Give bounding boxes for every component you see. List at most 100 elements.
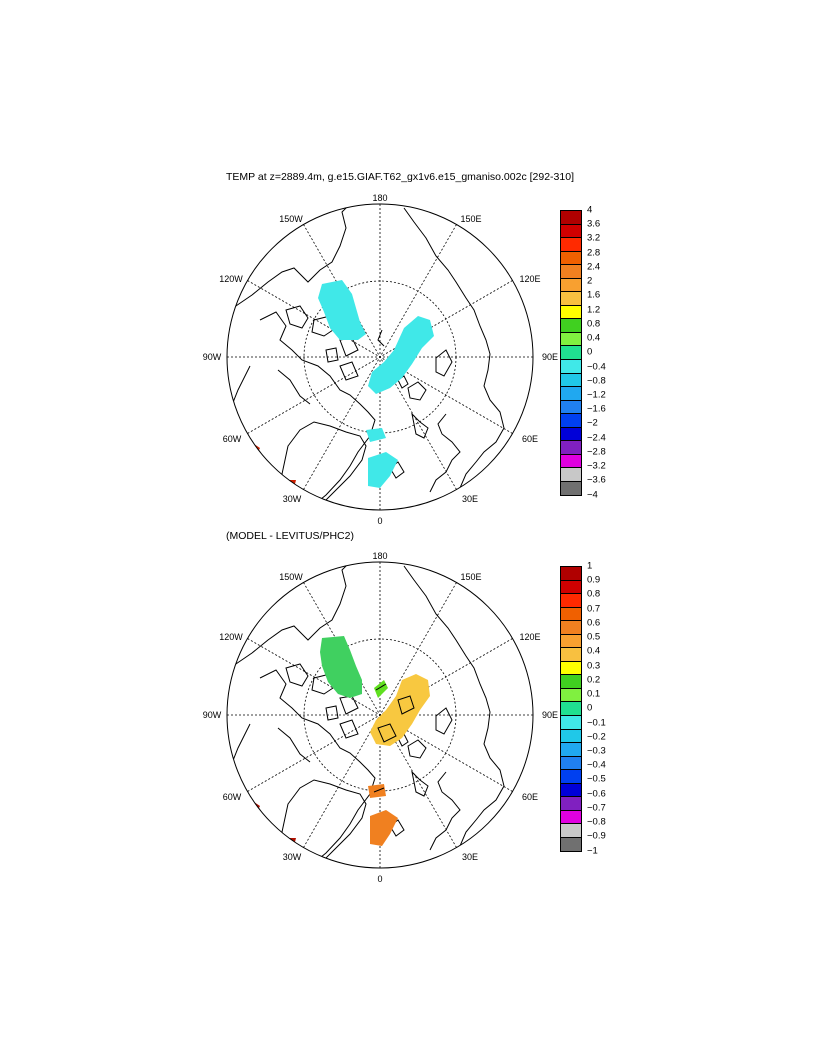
coastline-novaya-zemlya bbox=[435, 349, 453, 377]
label-30e: 30E bbox=[462, 852, 478, 862]
field-region-greenland-sea bbox=[368, 452, 398, 488]
colorbar-label: −0.9 bbox=[587, 830, 606, 842]
colorbar-label: −0.5 bbox=[587, 773, 606, 785]
colorbar-box bbox=[561, 387, 581, 401]
label-150e: 150E bbox=[460, 214, 481, 224]
label-90e: 90E bbox=[542, 352, 558, 362]
label-60e: 60E bbox=[522, 792, 538, 802]
colorbar-box bbox=[561, 332, 581, 347]
coastline-canadian-islands bbox=[285, 663, 359, 739]
colorbar-boxes bbox=[560, 566, 582, 853]
colorbar-label: 2.8 bbox=[587, 247, 601, 259]
label-120w: 120W bbox=[219, 632, 243, 642]
field-region-canada-basin bbox=[318, 280, 366, 340]
colorbar-label: 0.4 bbox=[587, 645, 601, 657]
colorbar-box bbox=[561, 346, 581, 361]
colorbar-label: 0.2 bbox=[587, 674, 601, 686]
diff-contour-1 bbox=[397, 695, 415, 715]
map-boundary-circle bbox=[226, 203, 534, 511]
colorbar-label: 0.5 bbox=[587, 631, 601, 643]
colorbar-box bbox=[561, 621, 581, 635]
colorbar-label: 0.1 bbox=[587, 688, 601, 700]
colorbar-box bbox=[561, 702, 581, 717]
coastline-eurasia bbox=[389, 565, 505, 859]
colorbar-label: −0.4 bbox=[587, 361, 606, 372]
coastline-north-america bbox=[229, 204, 376, 509]
colorbar-box bbox=[561, 661, 581, 676]
colorbar-label: 4 bbox=[587, 204, 593, 216]
colorbar-label: 3.6 bbox=[587, 218, 601, 230]
colorbar-label: −0.8 bbox=[587, 816, 606, 828]
difference-title: (MODEL - LEVITUS/PHC2) bbox=[226, 530, 354, 542]
label-120w: 120W bbox=[219, 274, 243, 284]
colorbar-label: −2 bbox=[587, 417, 598, 429]
label-150w: 150W bbox=[279, 214, 303, 224]
colorbar-label: −2.8 bbox=[587, 446, 606, 458]
colorbar-label: 0.8 bbox=[587, 318, 601, 330]
colorbar-label: 3.2 bbox=[587, 232, 601, 244]
colorbar-box bbox=[561, 770, 581, 784]
colorbar-boxes bbox=[560, 210, 582, 497]
label-180: 180 bbox=[372, 551, 387, 561]
colorbar-label: 1 bbox=[587, 560, 593, 572]
colorbar-label: −3.6 bbox=[587, 474, 606, 486]
colorbar-box bbox=[561, 265, 581, 279]
colorbar-label: 2 bbox=[587, 275, 593, 287]
colorbar-box bbox=[561, 797, 581, 811]
colorbar-box bbox=[561, 634, 581, 649]
label-120e: 120E bbox=[519, 632, 540, 642]
colorbar-label: −0.8 bbox=[587, 375, 606, 387]
colorbar-box bbox=[561, 441, 581, 455]
colorbar-label: 1.6 bbox=[587, 289, 601, 301]
colorbar-label: −0.7 bbox=[587, 802, 606, 814]
field-contour bbox=[377, 329, 385, 347]
colorbar-label: −1.6 bbox=[587, 403, 606, 415]
colorbar-box bbox=[561, 756, 581, 771]
colorbar-box bbox=[561, 824, 581, 838]
label-150e: 150E bbox=[460, 572, 481, 582]
colorbar-box bbox=[561, 224, 581, 239]
label-60e: 60E bbox=[522, 434, 538, 444]
label-120e: 120E bbox=[519, 274, 540, 284]
diff-region-canada-basin bbox=[320, 636, 362, 698]
colorbar-label: 0.9 bbox=[587, 574, 601, 586]
colorbar-label: 2.4 bbox=[587, 261, 601, 273]
colorbar-box bbox=[561, 454, 581, 469]
colorbar-label: −1.2 bbox=[587, 389, 606, 401]
colorbar-label: 0.8 bbox=[587, 588, 601, 600]
coastline-eurasia bbox=[389, 207, 505, 501]
colorbar-box bbox=[561, 716, 581, 730]
colorbar-box bbox=[561, 427, 581, 442]
field-region-lomonosov bbox=[368, 316, 434, 394]
colorbar-box bbox=[561, 743, 581, 757]
colorbar-label: −4 bbox=[587, 489, 598, 501]
diff-region-eurasian-basin bbox=[370, 674, 430, 746]
colorbar-box bbox=[561, 414, 581, 428]
colorbar-box bbox=[561, 648, 581, 662]
label-180: 180 bbox=[372, 193, 387, 203]
diff-contour-2 bbox=[377, 723, 397, 743]
label-150w: 150W bbox=[279, 572, 303, 582]
colorbar-label: −3.2 bbox=[587, 460, 606, 472]
map-boundary-circle bbox=[226, 561, 534, 869]
polar-map-bottom: 180 0 150W 150E 120W 120E 90W 90E 60W 60… bbox=[203, 551, 558, 884]
colorbar-label: 0 bbox=[587, 346, 593, 358]
colorbar-box bbox=[561, 251, 581, 266]
colorbar-label: −0.6 bbox=[587, 788, 606, 800]
colorbar-label: 0.7 bbox=[587, 603, 601, 615]
diff-region-greenland-sea bbox=[370, 810, 398, 846]
colorbar-box bbox=[561, 238, 581, 252]
diff-contour-3 bbox=[373, 683, 387, 793]
colorbar-box bbox=[561, 837, 581, 852]
coastline-novaya-zemlya bbox=[435, 707, 453, 735]
colorbar-label: −0.2 bbox=[587, 731, 606, 743]
label-0: 0 bbox=[377, 874, 382, 884]
colorbar-box bbox=[561, 783, 581, 798]
colorbar-box bbox=[561, 400, 581, 415]
field-region-fram-strait bbox=[366, 428, 386, 442]
colorbar-box bbox=[561, 607, 581, 622]
colorbar-box bbox=[561, 360, 581, 374]
colorbar-label: 0.3 bbox=[587, 660, 601, 672]
label-30e: 30E bbox=[462, 494, 478, 504]
colorbar-label: −2.4 bbox=[587, 432, 606, 444]
